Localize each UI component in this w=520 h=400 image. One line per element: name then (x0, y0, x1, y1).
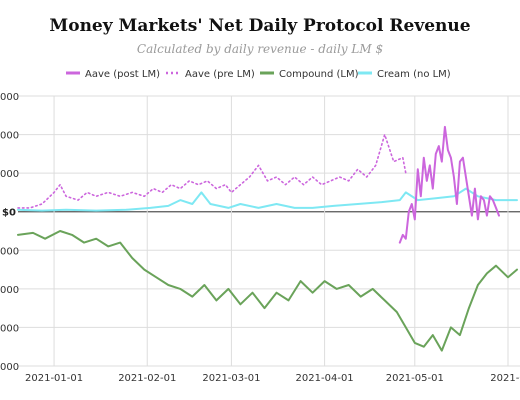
x-tick-label: 2021-03-01 (202, 373, 260, 384)
chart-subtitle: Calculated by daily revenue - daily LM $ (136, 42, 384, 56)
y-tick-label: 000 (0, 131, 19, 142)
series-cream-no-lm (17, 187, 518, 212)
x-tick-label: 2021-05-01 (386, 373, 444, 384)
series-aave-pre-lm (17, 133, 407, 209)
y-tick-label: 000 (0, 285, 19, 296)
series-compound-lm (17, 230, 518, 352)
x-tick-label: 2021-04-01 (296, 373, 354, 384)
legend-label: Cream (no LM) (377, 69, 451, 80)
y-tick-label: 000 (0, 246, 19, 257)
y-tick-label: $0 (2, 208, 16, 219)
y-tick-label: 000 (0, 169, 19, 180)
series-aave-post-lm (398, 125, 500, 244)
y-tick-label: 000 (0, 362, 19, 373)
chart-title: Money Markets' Net Daily Protocol Revenu… (49, 16, 471, 36)
x-tick-label: 2021-0 (490, 373, 520, 384)
legend-label: Compound (LM) (279, 69, 359, 80)
y-tick-label: 000 (0, 92, 19, 103)
legend-label: Aave (post LM) (85, 69, 160, 80)
y-tick-label: 000 (0, 323, 19, 334)
x-tick-label: 2021-02-01 (118, 373, 176, 384)
legend-label: Aave (pre LM) (185, 69, 255, 80)
x-tick-label: 2021-01-01 (25, 373, 83, 384)
